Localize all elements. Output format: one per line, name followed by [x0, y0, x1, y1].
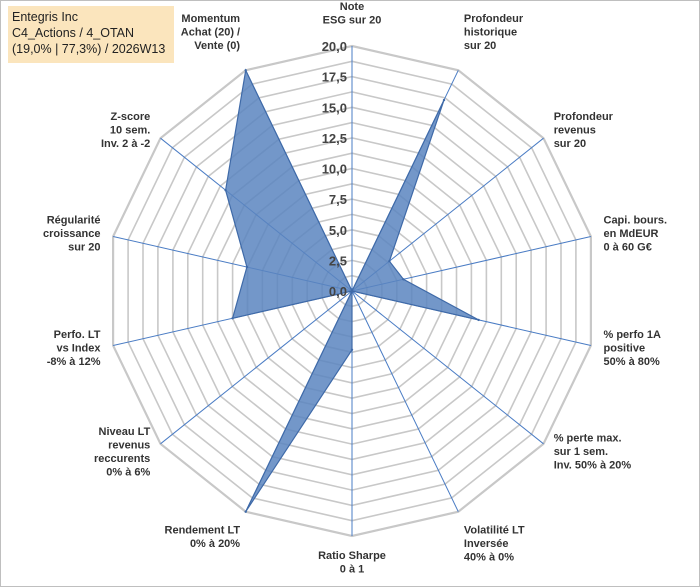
axis-label-line: Vente (0) [194, 40, 240, 52]
axis-label-line: Niveau LT [99, 426, 151, 438]
data-point [388, 260, 391, 263]
axis-label-line: Z-score [111, 111, 151, 123]
tick-layer: 0,0 2,5 5,0 7,5 10,0 12,5 15,0 17,5 20,0 [322, 39, 347, 299]
axis-label-line: Achat (20) / [181, 27, 240, 39]
axis-label-line: revenus [554, 124, 596, 136]
axis-label: Note ESG sur 20 [323, 1, 382, 27]
axis-label-line: Capi. bours. [604, 214, 668, 226]
axis-label: Capi. bours. en MdEUR 0 à 60 G€ [604, 214, 668, 253]
axis-label-line: Ratio Sharpe [318, 550, 386, 562]
axis-label: Profondeur historique sur 20 [464, 13, 524, 52]
axis-label-line: % perte max. [554, 433, 622, 445]
axis-label-line: en MdEUR [604, 228, 659, 240]
axis-spoke [160, 290, 353, 445]
axis-label: Niveau LT revenus reccurents 0% à 6% [94, 426, 151, 479]
axis-label-line: historique [464, 27, 517, 39]
axis-label-line: % perfo 1A [604, 329, 662, 341]
axis-label-line: 0% à 6% [106, 466, 150, 478]
data-point [244, 69, 247, 72]
data-point [350, 348, 354, 351]
data-point [245, 265, 249, 269]
data-point [442, 98, 446, 102]
axis-label-line: Momentum [181, 13, 240, 25]
tick-label: 15,0 [322, 100, 347, 115]
tick-label: 17,5 [322, 70, 347, 85]
axis-label-line: Inversée [464, 538, 509, 550]
axis-label-line: croissance [43, 228, 100, 240]
axis-label-line: vs Index [56, 343, 101, 355]
company-name: Entegris Inc [12, 10, 79, 24]
axis-label-line: -8% à 12% [47, 356, 101, 368]
data-point [477, 318, 480, 322]
data-point [350, 289, 354, 293]
axis-label: % perte max. sur 1 sem. Inv. 50% à 20% [554, 433, 632, 472]
axis-label-line: sur 20 [68, 241, 100, 253]
axis-spoke [351, 290, 459, 512]
axis-label-line: Profondeur [464, 13, 524, 25]
axis-label-line: sur 20 [554, 138, 586, 150]
axis-label-line: 0 à 60 G€ [604, 241, 652, 253]
tick-label: 2,5 [329, 253, 347, 268]
axis-label: Rendement LT 0% à 20% [165, 524, 241, 550]
series-layer [224, 68, 480, 513]
data-point [231, 317, 234, 320]
axis-label-line: 10 sem. [110, 124, 150, 136]
axis-label-line: reccurents [94, 453, 150, 465]
axis-label: % perfo 1A positive 50% à 80% [604, 329, 662, 368]
axis-label-line: 0% à 20% [190, 538, 240, 550]
tick-label: 20,0 [322, 39, 347, 54]
axis-label-line: Inv. 2 à -2 [101, 138, 150, 150]
axis-label: Profondeur revenus sur 20 [554, 111, 614, 150]
axis-label: Ratio Sharpe 0 à 1 [318, 550, 386, 576]
axis-label-line: Perfo. LT [54, 329, 101, 341]
axis-spoke [351, 290, 544, 445]
axis-label: Régularité croissance sur 20 [43, 214, 100, 253]
axis-label-line: 40% à 0% [464, 551, 514, 563]
chart-title-box: Entegris Inc C4_Actions / 4_OTAN (19,0% … [8, 6, 174, 63]
axis-label-line: sur 20 [464, 40, 496, 52]
axis-label-line: Rendement LT [165, 524, 241, 536]
axis-label-line: sur 1 sem. [554, 446, 608, 458]
data-point [224, 189, 227, 192]
axis-label-line: 0 à 1 [340, 564, 364, 576]
data-point [402, 278, 405, 281]
axis-label: Volatilité LT Inversée 40% à 0% [464, 524, 525, 563]
axis-label-line: Profondeur [554, 111, 614, 123]
axis-label-line: positive [604, 343, 646, 355]
portfolio-stats: (19,0% | 77,3%) / 2026W13 [12, 42, 166, 56]
axis-label-line: Régularité [47, 214, 101, 226]
portfolio-name: C4_Actions / 4_OTAN [12, 26, 135, 40]
axis-label-line: 50% à 80% [604, 356, 660, 368]
axis-label: Momentum Achat (20) / Vente (0) [181, 13, 241, 52]
label-layer: Note ESG sur 20 Profondeur historique sur 20… [43, 1, 667, 576]
tick-label: 10,0 [322, 162, 347, 177]
data-point [244, 510, 247, 513]
axis-label-line: Inv. 50% à 20% [554, 460, 632, 472]
axis-label-line: Note [340, 1, 364, 13]
axis-label: Z-score 10 sem. Inv. 2 à -2 [101, 111, 150, 150]
axis-label-line: ESG sur 20 [323, 15, 382, 27]
tick-label: 7,5 [329, 192, 347, 207]
axis-label-line: revenus [108, 439, 150, 451]
tick-label: 5,0 [329, 223, 347, 238]
axis-label-line: Volatilité LT [464, 524, 525, 536]
tick-label: 12,5 [322, 131, 347, 146]
axis-label: Perfo. LT vs Index -8% à 12% [47, 329, 102, 368]
tick-label: 0,0 [329, 284, 347, 299]
